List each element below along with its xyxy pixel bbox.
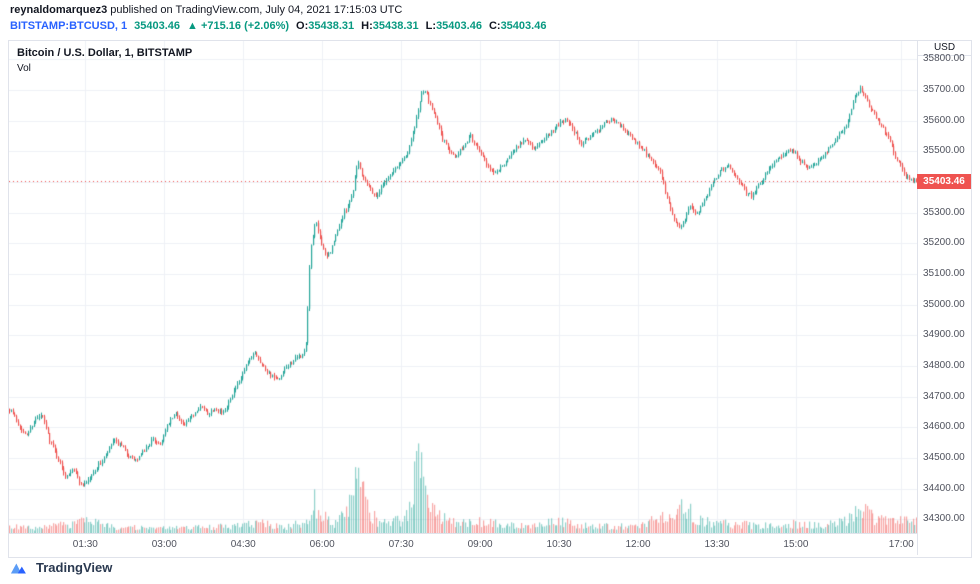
ohlc-open: O:35438.31: [296, 19, 354, 33]
price-axis[interactable]: USD 34300.00 34400.00 34500.00 34600.00 3470…: [917, 41, 971, 555]
author-name: reynaldomarquez3: [10, 4, 108, 16]
price-tick-label: 34600.00: [923, 421, 965, 433]
symbol-interval-label[interactable]: BITSTAMP:BTCUSD, 1: [10, 20, 128, 32]
chart-frame: Bitcoin / U.S. Dollar, 1, BITSTAMP Vol U…: [8, 40, 972, 558]
legend-volume-indicator[interactable]: Vol: [17, 63, 31, 74]
time-tick-label: 13:30: [704, 539, 730, 550]
price-tick-label: 34800.00: [923, 359, 965, 371]
time-tick-label: 01:30: [72, 539, 98, 550]
price-tick-label: 35800.00: [923, 53, 965, 65]
ohlc-close: C:35403.46: [489, 19, 547, 33]
price-tick-label: 34700.00: [923, 390, 965, 402]
low-label: L:: [425, 20, 437, 32]
attribution-line: reynaldomarquez3 published on TradingVie…: [10, 4, 402, 17]
price-chart-canvas[interactable]: [9, 41, 917, 533]
tradingview-wordmark: TradingView: [36, 560, 113, 575]
close-value: 35403.46: [500, 20, 547, 32]
last-price-text: 35403.46: [134, 20, 181, 32]
price-tick-label: 35300.00: [923, 206, 965, 218]
chart-legend: Bitcoin / U.S. Dollar, 1, BITSTAMP Vol: [17, 47, 192, 74]
price-tick-label: 35100.00: [923, 267, 965, 279]
price-tick-label: 34500.00: [923, 451, 965, 463]
time-tick-label: 04:30: [230, 539, 256, 550]
price-tick-label: 35700.00: [923, 84, 965, 96]
time-axis[interactable]: 01:30 03:00 04:30 06:00 07:30 09:00 10:30 12:00…: [9, 533, 917, 556]
currency-label: USD: [918, 41, 971, 56]
high-label: H:: [361, 20, 373, 32]
published-text: published on TradingView.com, July 04, 2…: [107, 4, 403, 16]
high-value: 35438.31: [372, 20, 419, 32]
time-tick-label: 07:30: [388, 539, 414, 550]
legend-symbol-title[interactable]: Bitcoin / U.S. Dollar, 1, BITSTAMP: [17, 47, 193, 59]
ohlc-high: H:35438.31: [361, 19, 419, 33]
price-tick-label: 35200.00: [923, 237, 965, 249]
open-label: O:: [296, 20, 309, 32]
price-tick-label: 35000.00: [923, 298, 965, 310]
price-tick-label: 35500.00: [923, 145, 965, 157]
price-tick-label: 35600.00: [923, 114, 965, 126]
tradingview-logo-icon: [10, 561, 30, 575]
time-tick-label: 10:30: [546, 539, 572, 550]
tradingview-attribution-link[interactable]: TradingView: [10, 560, 112, 575]
price-tick-label: 34300.00: [923, 513, 965, 525]
symbol-status-line: BITSTAMP:BTCUSD, 1 35403.46 ▲ +715.16 (+…: [10, 19, 546, 33]
close-label: C:: [488, 20, 501, 32]
open-value: 35438.31: [308, 20, 355, 32]
time-tick-label: 09:00: [467, 539, 493, 550]
time-tick-label: 03:00: [151, 539, 177, 550]
price-change-text: ▲ +715.16 (+2.06%): [187, 20, 290, 32]
time-tick-label: 17:00: [888, 539, 914, 550]
time-tick-label: 12:00: [625, 539, 651, 550]
low-value: 35403.46: [436, 20, 482, 32]
price-tick-label: 34400.00: [923, 482, 965, 494]
ohlc-low: L:35403.46: [426, 19, 482, 33]
last-price-badge: 35403.46: [917, 173, 971, 189]
price-tick-label: 34900.00: [923, 329, 965, 341]
time-tick-label: 15:00: [783, 539, 809, 550]
time-tick-label: 06:00: [309, 539, 335, 550]
